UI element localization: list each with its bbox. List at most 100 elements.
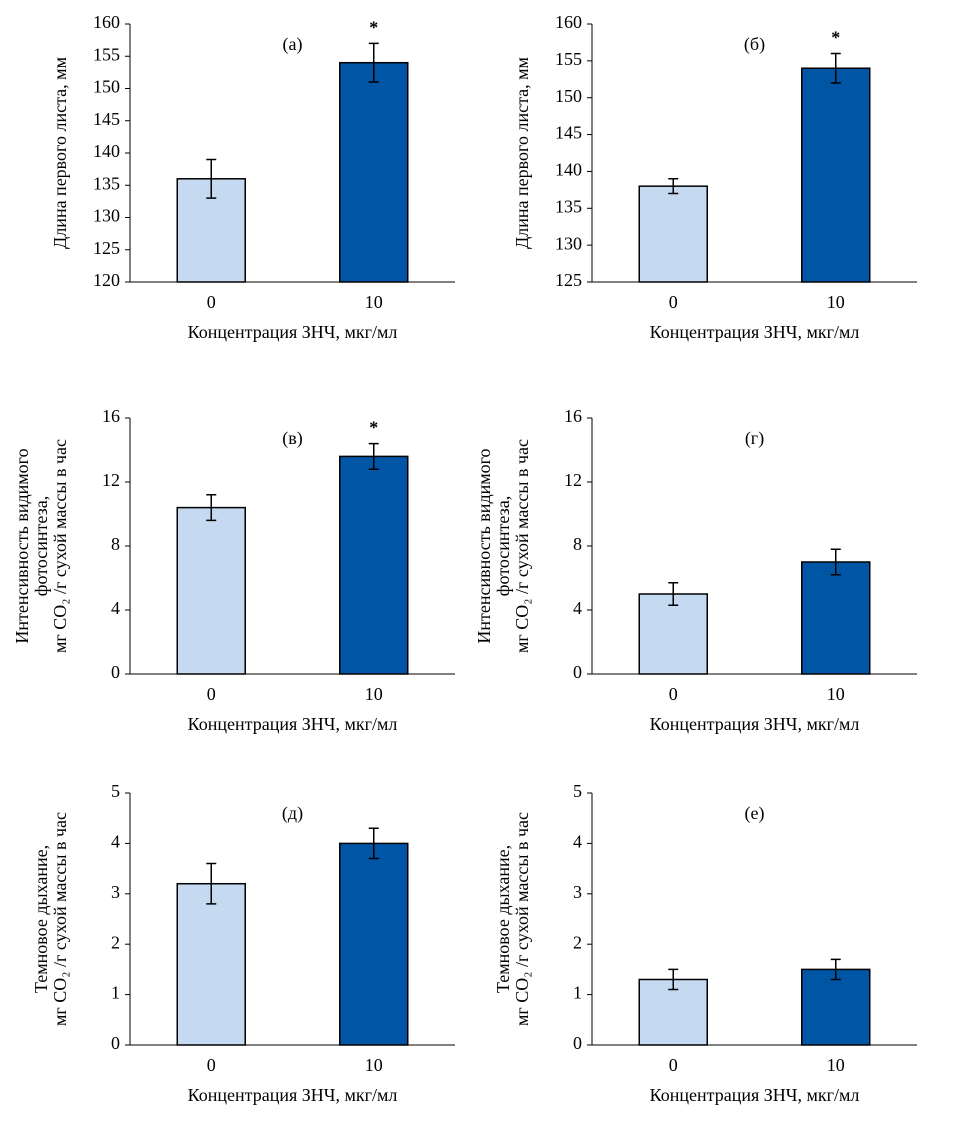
bar	[339, 61, 409, 283]
x-tick-label: 10	[365, 292, 383, 312]
y-tick-label: 150	[555, 86, 582, 106]
x-tick-label: 0	[669, 684, 678, 704]
y-axis-title: Длина первого листа, мм	[512, 57, 532, 249]
y-axis-title: фотосинтеза,	[31, 496, 51, 596]
bar	[801, 968, 871, 1046]
error-bar	[368, 42, 379, 83]
error-bar	[206, 862, 217, 905]
x-tick-label: 10	[365, 1055, 383, 1075]
y-tick-label: 8	[573, 534, 582, 554]
x-axis-title: Концентрация ЗНЧ, мкг/мл	[650, 714, 860, 734]
panel-label: (в)	[282, 428, 303, 449]
y-tick-label: 4	[573, 598, 582, 618]
y-tick-label: 120	[93, 270, 120, 290]
y-axis-title: мг CO₂ /г сухой массы в час	[50, 439, 70, 653]
y-tick-label: 2	[573, 932, 582, 952]
y-tick-label: 140	[93, 141, 120, 161]
bar	[176, 506, 246, 675]
y-tick-label: 130	[555, 233, 582, 253]
panel-label: (е)	[745, 803, 765, 824]
y-tick-label: 150	[93, 77, 120, 97]
significance-marker: *	[831, 28, 840, 48]
error-bar	[830, 548, 841, 576]
y-tick-label: 140	[555, 160, 582, 180]
y-tick-label: 160	[93, 12, 120, 32]
y-tick-label: 5	[111, 781, 120, 801]
bar	[801, 561, 871, 675]
error-bar	[668, 968, 679, 991]
x-tick-label: 10	[827, 292, 845, 312]
y-tick-label: 16	[564, 406, 582, 426]
y-axis-title: Темновое дыхание,	[31, 845, 51, 993]
y-tick-label: 160	[555, 12, 582, 32]
y-tick-label: 1	[111, 983, 120, 1003]
y-tick-label: 135	[555, 196, 582, 216]
y-axis-title: мг CO₂ /г сухой массы в час	[512, 439, 532, 653]
x-axis-title: Концентрация ЗНЧ, мкг/мл	[188, 714, 398, 734]
error-bar	[830, 52, 841, 84]
error-bar	[668, 178, 679, 195]
y-tick-label: 2	[111, 932, 120, 952]
bar	[339, 842, 409, 1046]
bar	[801, 67, 871, 283]
x-tick-label: 0	[207, 1055, 216, 1075]
y-tick-label: 12	[102, 470, 120, 490]
y-axis-title: Интенсивность видимого	[12, 448, 32, 643]
y-tick-label: 0	[111, 662, 120, 682]
x-tick-label: 10	[827, 684, 845, 704]
x-tick-label: 0	[669, 292, 678, 312]
y-tick-label: 145	[555, 123, 582, 143]
y-tick-label: 125	[555, 270, 582, 290]
y-tick-label: 0	[111, 1033, 120, 1053]
x-tick-label: 10	[365, 684, 383, 704]
x-axis-title: Концентрация ЗНЧ, мкг/мл	[188, 322, 398, 342]
panel-label: (д)	[282, 803, 303, 824]
significance-marker: *	[369, 17, 378, 37]
y-tick-label: 4	[573, 832, 582, 852]
y-tick-label: 135	[93, 173, 120, 193]
y-tick-label: 3	[573, 882, 582, 902]
x-axis-title: Концентрация ЗНЧ, мкг/мл	[650, 1085, 860, 1105]
y-tick-label: 16	[102, 406, 120, 426]
y-axis-title: мг CO₂ /г сухой массы в час	[512, 812, 532, 1026]
y-axis-title: Темновое дыхание,	[493, 845, 513, 993]
x-tick-label: 0	[669, 1055, 678, 1075]
bar	[176, 882, 246, 1046]
error-bar	[368, 827, 379, 860]
significance-marker: *	[369, 418, 378, 438]
y-axis-title: Длина первого листа, мм	[50, 57, 70, 249]
error-bar	[830, 958, 841, 981]
y-tick-label: 145	[93, 109, 120, 129]
x-axis-title: Концентрация ЗНЧ, мкг/мл	[188, 1085, 398, 1105]
panel-label: (б)	[744, 34, 765, 55]
error-bar	[368, 442, 379, 470]
error-bar	[668, 582, 679, 606]
error-bar	[206, 158, 217, 199]
error-bar	[206, 494, 217, 522]
y-axis-title: мг CO₂ /г сухой массы в час	[50, 812, 70, 1026]
y-tick-label: 4	[111, 598, 120, 618]
y-axis-title: фотосинтеза,	[493, 496, 513, 596]
bar	[638, 593, 708, 675]
x-tick-label: 0	[207, 684, 216, 704]
bar	[339, 455, 409, 675]
y-tick-label: 4	[111, 832, 120, 852]
y-tick-label: 1	[573, 983, 582, 1003]
y-tick-label: 125	[93, 238, 120, 258]
bar	[638, 978, 708, 1046]
x-tick-label: 0	[207, 292, 216, 312]
y-tick-label: 0	[573, 662, 582, 682]
y-tick-label: 3	[111, 882, 120, 902]
y-tick-label: 5	[573, 781, 582, 801]
panel-label: (а)	[283, 34, 303, 55]
x-tick-label: 10	[827, 1055, 845, 1075]
bar	[638, 185, 708, 283]
x-axis-title: Концентрация ЗНЧ, мкг/мл	[650, 322, 860, 342]
y-tick-label: 130	[93, 206, 120, 226]
y-tick-label: 155	[93, 44, 120, 64]
y-axis-title: Интенсивность видимого	[474, 448, 494, 643]
y-tick-label: 0	[573, 1033, 582, 1053]
y-tick-label: 12	[564, 470, 582, 490]
y-tick-label: 155	[555, 49, 582, 69]
